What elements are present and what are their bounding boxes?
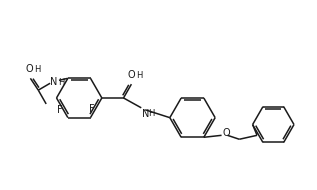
Text: N: N	[142, 109, 150, 119]
Text: H: H	[34, 65, 41, 74]
Text: H: H	[148, 109, 154, 118]
Text: N: N	[50, 77, 58, 87]
Text: F: F	[57, 105, 63, 115]
Text: F: F	[89, 104, 94, 114]
Text: O: O	[127, 70, 135, 80]
Text: O: O	[26, 64, 33, 74]
Text: H: H	[136, 71, 143, 80]
Text: H: H	[58, 78, 64, 87]
Text: O: O	[223, 128, 230, 138]
